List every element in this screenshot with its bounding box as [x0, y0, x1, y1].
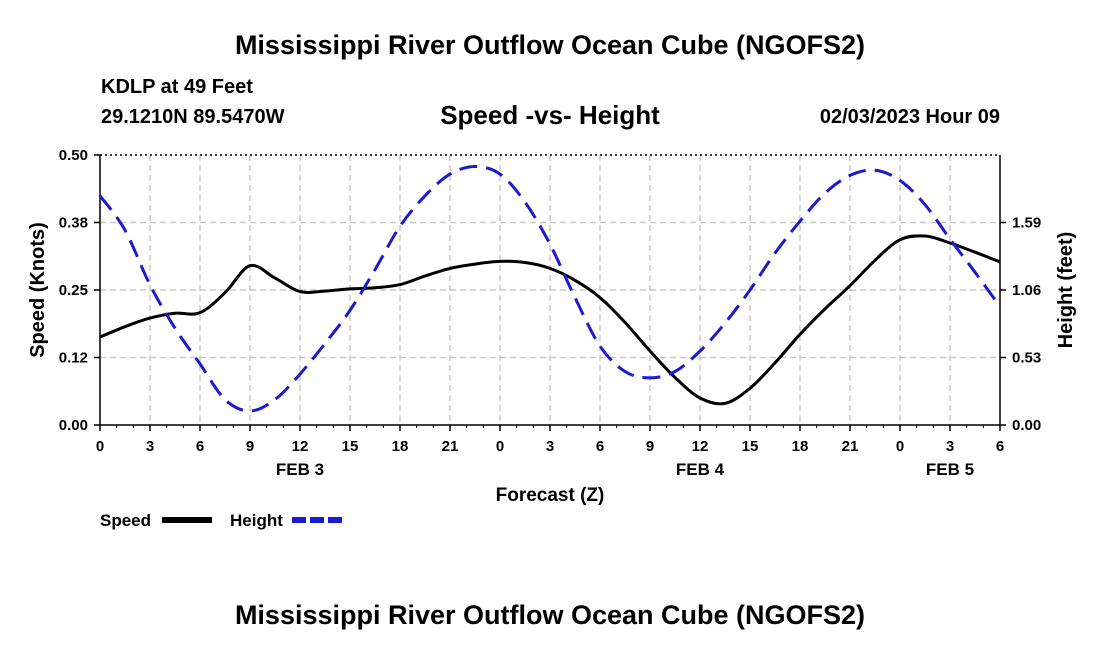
chart-subtitle: Speed -vs- Height — [440, 100, 660, 130]
x-tick-label: 0 — [496, 438, 504, 455]
x-tick-label: 0 — [896, 438, 904, 455]
x-tick-label: 12 — [692, 438, 709, 455]
x-tick-label: 15 — [742, 438, 759, 455]
legend-height-label: Height — [230, 511, 283, 530]
station-label: KDLP at 49 Feet — [101, 76, 253, 98]
y-tick-label-right: 0.53 — [1012, 350, 1041, 367]
y-tick-label-left: 0.00 — [59, 417, 88, 434]
x-tick-label: 9 — [246, 438, 254, 455]
x-tick-label: 21 — [842, 438, 859, 455]
speed-series-line — [99, 234, 1001, 406]
x-tick-label: 21 — [442, 438, 459, 455]
x-tick-label: 3 — [946, 438, 954, 455]
y-axis-label-right: Height (feet) — [1055, 232, 1077, 349]
x-tick-label: 9 — [646, 438, 654, 455]
x-tick-label: 6 — [596, 438, 604, 455]
x-tick-label: 6 — [996, 438, 1004, 455]
date-label: FEB 4 — [676, 460, 725, 479]
y-tick-label-left: 0.50 — [59, 147, 88, 164]
y-tick-label-right: 1.59 — [1012, 215, 1041, 232]
y-tick-label-right: 1.06 — [1012, 282, 1041, 299]
x-tick-label: 6 — [196, 438, 204, 455]
x-tick-label: 18 — [792, 438, 809, 455]
x-tick-label: 15 — [342, 438, 359, 455]
x-tick-label: 0 — [96, 438, 104, 455]
height-series-line — [98, 165, 1002, 413]
y-axis-label-left: Speed (Knots) — [27, 222, 49, 358]
y-tick-label-left: 0.25 — [59, 282, 88, 299]
date-label: FEB 3 — [276, 460, 324, 479]
y-tick-label-left: 0.12 — [59, 350, 88, 367]
y-tick-label-left: 0.38 — [59, 215, 88, 232]
date-label: FEB 5 — [926, 460, 974, 479]
forecast-datetime: 02/03/2023 Hour 09 — [819, 106, 1000, 128]
x-tick-label: 3 — [546, 438, 554, 455]
x-tick-label: 3 — [146, 438, 154, 455]
y-tick-label-right: 0.00 — [1012, 417, 1041, 434]
legend-speed-label: Speed — [100, 511, 151, 530]
chart-title-top: Mississippi River Outflow Ocean Cube (NG… — [234, 30, 866, 60]
chart-title-bottom: Mississippi River Outflow Ocean Cube (NG… — [234, 600, 866, 630]
x-tick-label: 12 — [292, 438, 309, 455]
x-tick-label: 18 — [392, 438, 409, 455]
station-coordinates: 29.1210N 89.5470W — [101, 106, 285, 128]
x-axis-label: Forecast (Z) — [496, 485, 605, 506]
